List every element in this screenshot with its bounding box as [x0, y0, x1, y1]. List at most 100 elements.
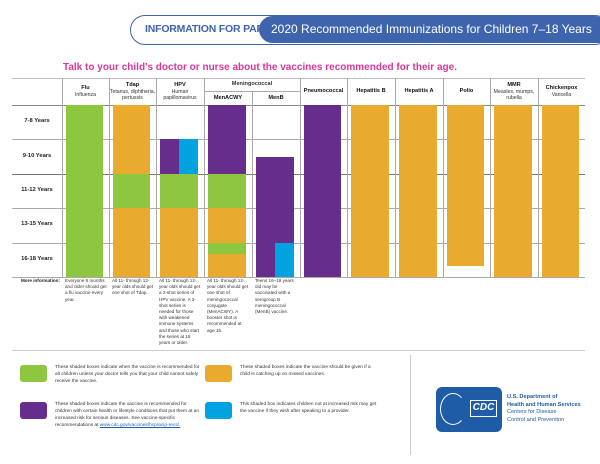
- bar-orange-hepatitis-b: [351, 105, 389, 277]
- more-info-text: Everyone 6 months and older should get a…: [65, 278, 107, 302]
- column-header-menacwy: MenACWY: [204, 92, 252, 105]
- more-info-text: All 11- through 12-year olds should get …: [112, 278, 154, 296]
- legend-description: These shaded boxes indicate when the vac…: [55, 365, 200, 384]
- agency-line: Control and Prevention: [507, 416, 565, 423]
- bar-blue-menb: [275, 242, 294, 277]
- column-header-tdap: Tdap Tetanus, diphtheria, pertussis: [109, 78, 156, 105]
- legend-swatch: [20, 365, 47, 382]
- bar-green-hpv: [160, 173, 198, 209]
- row-label-age: 13-15 Years: [21, 221, 53, 228]
- row-label-age: 11-12 Years: [21, 187, 53, 193]
- vaccine-full-name: Measles, mumps, rubella: [493, 88, 535, 101]
- legend-description: These shaded boxes indicate the vaccine …: [55, 402, 199, 428]
- more-info-text: All 11- through 12-year olds should get …: [159, 278, 201, 345]
- bar-purple-hpv: [160, 139, 179, 174]
- legend-swatch: [205, 402, 232, 419]
- vaccine-name: Pneumococcal: [303, 88, 344, 95]
- vaccine-full-name: Human papillomavirus: [163, 88, 197, 101]
- divider: [395, 78, 396, 277]
- bar-orange-tdap: [113, 208, 150, 277]
- row-label-age: 16-18 Years: [21, 255, 53, 262]
- agency-name: U.S. Department of Health and Human Serv…: [507, 394, 581, 424]
- bar-orange-menacwy: [208, 208, 246, 243]
- bar-green-tdap: [113, 173, 150, 209]
- legend-text: These shaded boxes indicate when the vac…: [55, 365, 200, 386]
- page-title: 2020 Recommended Immunizations for Child…: [259, 16, 600, 43]
- divider: [12, 242, 585, 244]
- divider: [12, 105, 585, 106]
- bar-blue-hpv: [179, 139, 198, 174]
- column-header-mmr: MMR Measles, mumps, rubella: [490, 78, 538, 105]
- vaccine-name: HPV: [174, 81, 186, 88]
- bar-orange-chickenpox: [542, 105, 579, 277]
- vaccine-name: MenACWY: [213, 95, 243, 102]
- vaccine-name: Hepatitis B: [356, 88, 386, 95]
- vaccine-name: Tdap: [125, 81, 140, 88]
- legend-swatch: [205, 365, 232, 382]
- legend-item-purple: These shaded boxes indicate the vaccine …: [20, 402, 200, 430]
- legend-swatch: [20, 402, 47, 419]
- bar-green-menacwy: [208, 242, 246, 254]
- divider: [12, 173, 585, 175]
- divider: [109, 78, 110, 277]
- header-banner: INFORMATION FOR PARENTS 2020 Recommended…: [130, 15, 600, 45]
- divider: [12, 277, 585, 278]
- column-header-hpv: HPV Human papillomavirus: [156, 78, 204, 105]
- row-label-age: 7-8 Years: [24, 118, 50, 125]
- column-header-chickenpox: Chickenpox Varicella: [538, 78, 585, 105]
- vaccine-full-name: Tetanus, diphtheria, pertussis: [109, 88, 156, 101]
- vaccine-name: MenB: [268, 95, 284, 102]
- column-header-polio: Polio: [443, 78, 490, 105]
- legend-text: These shaded boxes indicate the vaccine …: [240, 365, 380, 382]
- legend-item-orange: These shaded boxes indicate the vaccine …: [205, 365, 380, 382]
- divider: [252, 91, 253, 277]
- vaccine-full-name: Varicella: [551, 91, 572, 98]
- hhs-eagle-icon: [440, 393, 466, 425]
- bar-orange-polio: [447, 105, 484, 266]
- agency-line: Centers for Disease: [507, 409, 557, 416]
- divider: [490, 78, 491, 277]
- immunization-table: Flu Influenza Tdap Tetanus, diphtheria, per…: [12, 78, 585, 345]
- column-header-pneumococcal: Pneumococcal: [300, 78, 347, 105]
- bar-orange-tdap: [113, 105, 150, 174]
- bar-orange-hpv: [160, 208, 198, 277]
- bar-purple-menacwy: [208, 105, 246, 174]
- bar-green-flu: [66, 105, 103, 277]
- column-header-flu: Flu Influenza: [62, 78, 109, 105]
- column-header-hepatitis-b: Hepatitis B: [347, 78, 395, 105]
- divider: [300, 78, 301, 277]
- vaccine-name: MMR: [507, 81, 521, 88]
- legend-text: These shaded boxes indicate the vaccine …: [55, 402, 200, 430]
- info-for-parents-badge: INFORMATION FOR PARENTS: [145, 23, 292, 35]
- cdc-logo-icon: CDC: [470, 400, 497, 417]
- agency-line: U.S. Department of: [507, 394, 558, 400]
- divider: [443, 78, 444, 277]
- agency-line: Health and Human Services: [507, 401, 581, 408]
- legend-item-blue: This shaded box indicates children not a…: [205, 402, 380, 419]
- column-group-meningococcal: Meningococcal: [231, 81, 273, 88]
- bar-orange-mmr: [494, 105, 532, 277]
- divider: [347, 78, 348, 277]
- bar-orange-menacwy: [208, 253, 246, 277]
- legend-description: These shaded boxes indicate the vaccine …: [240, 365, 371, 377]
- column-header-menb: MenB: [252, 92, 300, 105]
- vaccine-name: Polio: [459, 88, 474, 95]
- hhs-cdc-logo: CDC: [436, 387, 502, 432]
- vaccine-full-name: Influenza: [74, 91, 97, 98]
- divider: [538, 78, 539, 277]
- vaccine-name: Chickenpox: [545, 85, 578, 92]
- divider: [156, 78, 157, 277]
- more-info-text: Teens 16–18 years old may be vaccinated …: [255, 278, 294, 314]
- more-info-text: All 11- through 12-year olds should get …: [207, 278, 249, 333]
- row-label-age: 9-10 Years: [22, 152, 52, 159]
- column-header-hepatitis-a: Hepatitis A: [395, 78, 443, 105]
- bar-purple-menb: [256, 242, 275, 277]
- more-info-label: More information:: [20, 278, 60, 283]
- vaccine-name: Flu: [81, 85, 90, 92]
- divider: [62, 78, 63, 277]
- legend-description: This shaded box indicates children not a…: [240, 402, 377, 414]
- bar-orange-hepatitis-a: [399, 105, 437, 277]
- acip-recs-link[interactable]: www.cdc.gov/vaccines/hcp/acip-recs/.: [99, 422, 181, 428]
- divider: [204, 78, 205, 277]
- bar-green-menacwy: [208, 173, 246, 209]
